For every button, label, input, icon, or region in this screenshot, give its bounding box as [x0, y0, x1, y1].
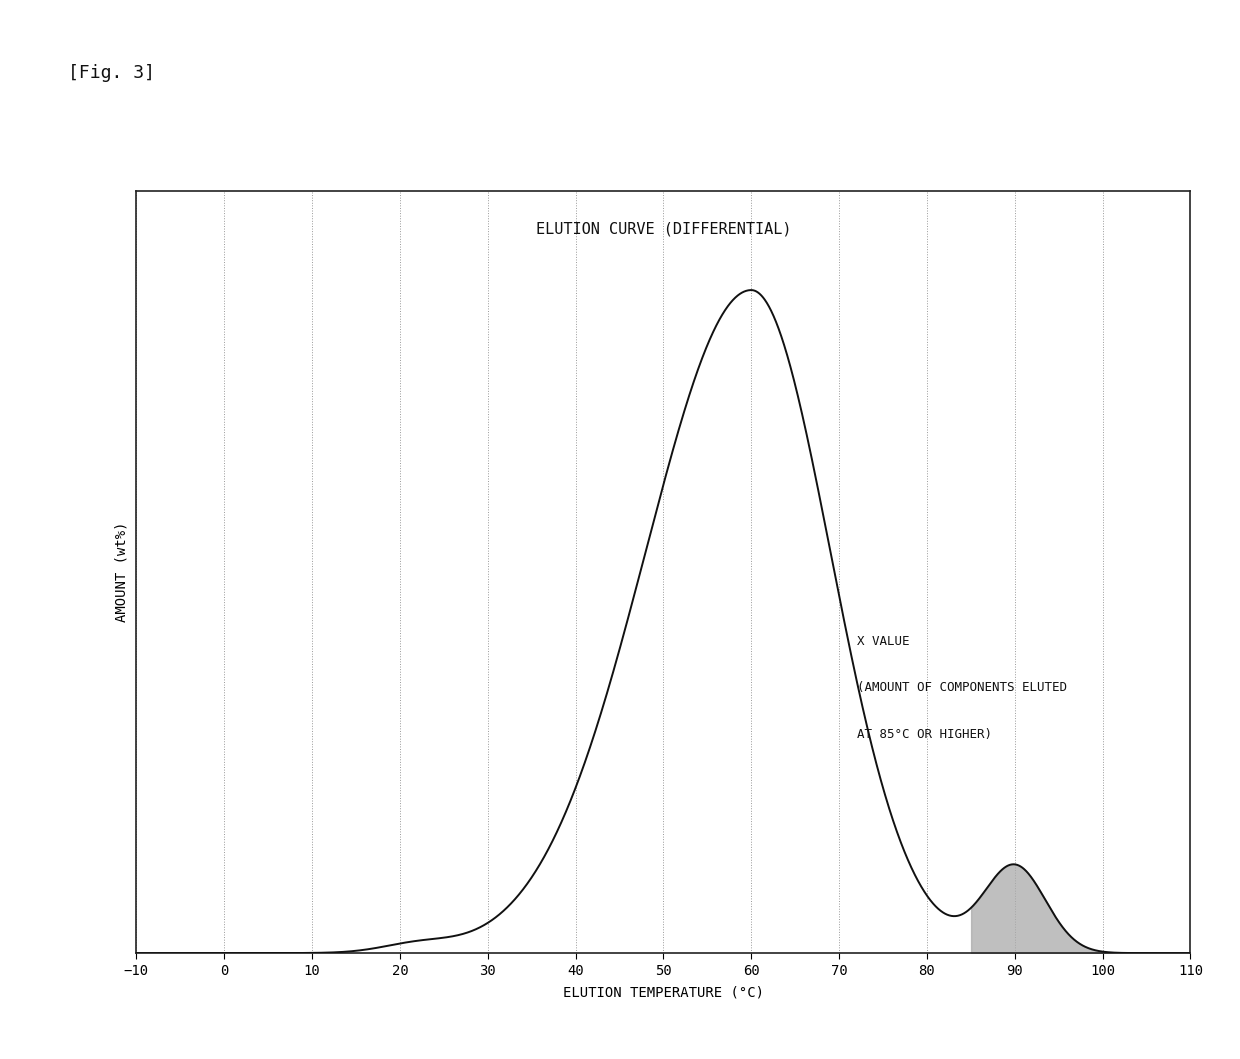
- Text: X VALUE: X VALUE: [857, 634, 909, 648]
- Text: ELUTION CURVE (DIFFERENTIAL): ELUTION CURVE (DIFFERENTIAL): [536, 221, 791, 236]
- Text: (AMOUNT OF COMPONENTS ELUTED: (AMOUNT OF COMPONENTS ELUTED: [857, 681, 1066, 695]
- Text: [Fig. 3]: [Fig. 3]: [68, 64, 155, 82]
- Y-axis label: AMOUNT (wt%): AMOUNT (wt%): [114, 522, 128, 622]
- X-axis label: ELUTION TEMPERATURE (°C): ELUTION TEMPERATURE (°C): [563, 986, 764, 1000]
- Text: AT 85°C OR HIGHER): AT 85°C OR HIGHER): [857, 728, 992, 740]
